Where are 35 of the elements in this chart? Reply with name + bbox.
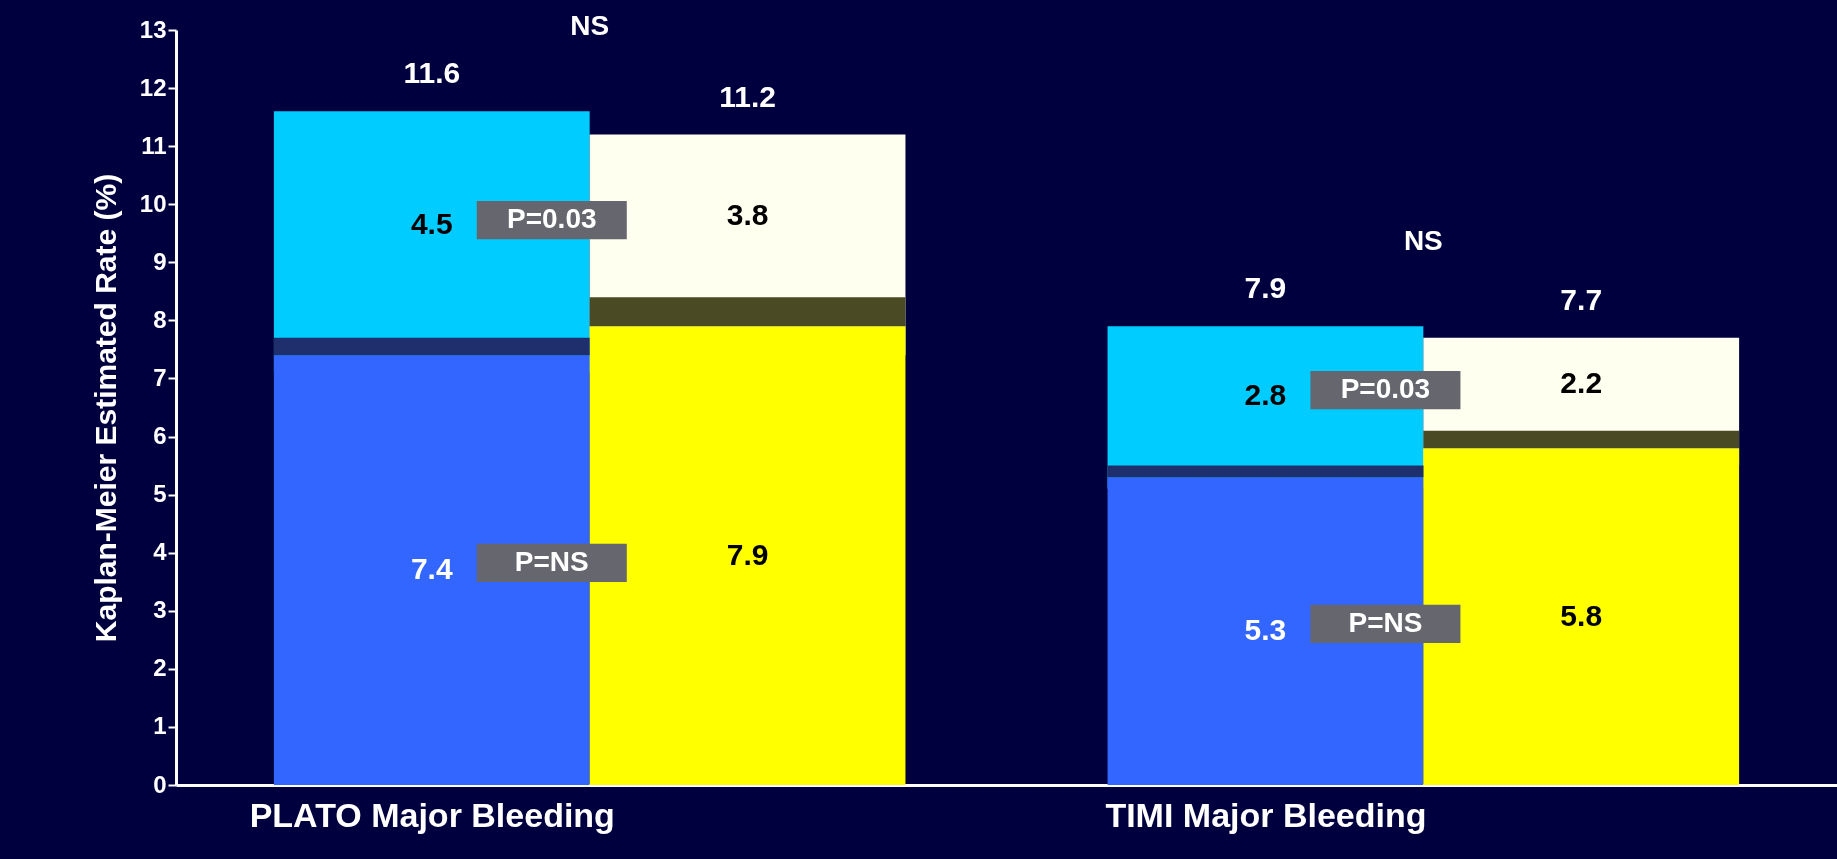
y-tick-label: 8 [153,305,167,333]
annotation: 11.6 [403,56,461,90]
y-axis-title: Kaplan-Meier Estimated Rate (%) [88,173,122,643]
x-tick-label: TIMI Major Bleeding [1105,795,1427,834]
data-label: 7.4 [410,552,453,586]
data-label: 3.8 [726,197,769,231]
annotation: P=NS [514,545,589,577]
data-label: 2.2 [1560,366,1603,400]
y-tick-label: 5 [153,480,167,508]
y-tick-label: 6 [153,422,167,450]
y-tick-label: 0 [153,770,167,798]
annotation: 7.9 [1244,271,1287,305]
y-tick-label: 13 [139,15,167,43]
y-tick-label: 9 [153,247,167,275]
annotation: NS [1403,225,1443,257]
y-tick-label: 10 [139,189,167,217]
annotation: P=0.03 [1340,373,1431,405]
y-tick-label: 1 [153,712,167,740]
y-tick-label: 12 [139,73,167,101]
x-tick-label: PLATO Major Bleeding [249,795,615,834]
data-label: 5.3 [1244,613,1287,647]
annotation: 11.2 [719,79,776,113]
data-label: 4.5 [410,206,453,240]
y-tick-label: 7 [153,363,167,391]
y-tick-label: 11 [141,131,167,159]
annotation: P=0.03 [507,203,597,235]
data-label: 5.8 [1560,598,1603,632]
y-tick-label: 3 [153,596,167,624]
annotation: 7.7 [1560,282,1603,316]
y-tick-label: 2 [153,654,167,682]
annotation: NS [570,10,610,42]
data-label: 2.8 [1244,377,1287,411]
y-tick-label: 4 [153,538,168,566]
data-label: 7.9 [726,537,769,571]
annotation: P=NS [1348,606,1423,638]
